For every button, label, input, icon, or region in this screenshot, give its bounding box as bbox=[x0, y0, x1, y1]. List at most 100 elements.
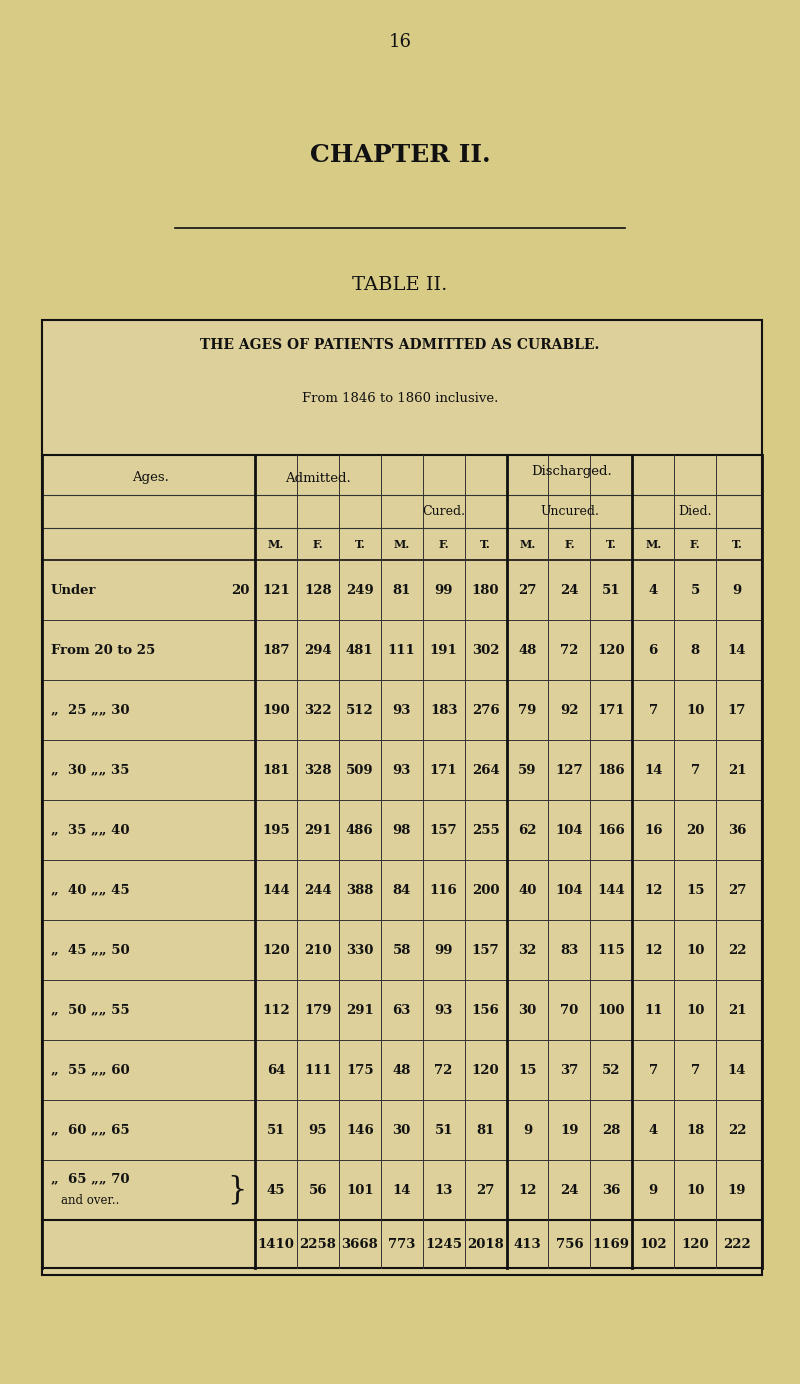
Text: 1410: 1410 bbox=[258, 1237, 294, 1251]
Text: 128: 128 bbox=[304, 584, 332, 597]
Text: 51: 51 bbox=[266, 1124, 286, 1136]
Text: 120: 120 bbox=[262, 944, 290, 956]
Text: 10: 10 bbox=[686, 1183, 704, 1197]
Text: 10: 10 bbox=[686, 944, 704, 956]
Text: 112: 112 bbox=[262, 1003, 290, 1016]
Text: 388: 388 bbox=[346, 883, 374, 897]
Text: 63: 63 bbox=[393, 1003, 411, 1016]
Text: 21: 21 bbox=[728, 1003, 746, 1016]
Text: From 20 to 25: From 20 to 25 bbox=[51, 644, 155, 656]
Text: 93: 93 bbox=[393, 703, 411, 717]
Text: 16: 16 bbox=[389, 33, 411, 51]
Text: 19: 19 bbox=[560, 1124, 578, 1136]
Text: 1169: 1169 bbox=[593, 1237, 630, 1251]
Text: 27: 27 bbox=[728, 883, 746, 897]
Text: 116: 116 bbox=[430, 883, 458, 897]
Text: 146: 146 bbox=[346, 1124, 374, 1136]
Text: 83: 83 bbox=[560, 944, 578, 956]
Text: 291: 291 bbox=[304, 823, 332, 836]
Text: }: } bbox=[227, 1175, 246, 1205]
Text: 9: 9 bbox=[649, 1183, 658, 1197]
Text: F.: F. bbox=[690, 538, 701, 549]
Text: From 1846 to 1860 inclusive.: From 1846 to 1860 inclusive. bbox=[302, 392, 498, 404]
Text: 12: 12 bbox=[644, 944, 662, 956]
Text: 17: 17 bbox=[728, 703, 746, 717]
Text: 21: 21 bbox=[728, 764, 746, 776]
Text: M.: M. bbox=[519, 538, 535, 549]
Text: 99: 99 bbox=[434, 584, 453, 597]
Text: 6: 6 bbox=[649, 644, 658, 656]
Text: 40: 40 bbox=[518, 883, 537, 897]
Text: 16: 16 bbox=[644, 823, 662, 836]
Text: 92: 92 bbox=[560, 703, 578, 717]
Text: 72: 72 bbox=[434, 1063, 453, 1077]
Text: 183: 183 bbox=[430, 703, 458, 717]
Text: 98: 98 bbox=[393, 823, 411, 836]
Text: 14: 14 bbox=[728, 644, 746, 656]
Text: 200: 200 bbox=[472, 883, 499, 897]
Text: 27: 27 bbox=[518, 584, 537, 597]
Text: 181: 181 bbox=[262, 764, 290, 776]
Text: 70: 70 bbox=[560, 1003, 578, 1016]
Text: 79: 79 bbox=[518, 703, 537, 717]
Text: 322: 322 bbox=[304, 703, 332, 717]
Text: „  30 „„ 35: „ 30 „„ 35 bbox=[51, 764, 130, 776]
Text: 210: 210 bbox=[304, 944, 332, 956]
Text: 120: 120 bbox=[598, 644, 625, 656]
Text: 5: 5 bbox=[690, 584, 700, 597]
Text: 773: 773 bbox=[388, 1237, 415, 1251]
Text: 48: 48 bbox=[518, 644, 537, 656]
Bar bbox=[42, 320, 762, 1275]
Text: and over..: and over.. bbox=[61, 1194, 119, 1207]
Text: 294: 294 bbox=[304, 644, 332, 656]
Text: 276: 276 bbox=[472, 703, 499, 717]
Text: Cured.: Cured. bbox=[422, 505, 465, 518]
Text: 14: 14 bbox=[393, 1183, 411, 1197]
Text: 30: 30 bbox=[518, 1003, 537, 1016]
Text: 264: 264 bbox=[472, 764, 499, 776]
Text: 4: 4 bbox=[649, 1124, 658, 1136]
Text: 22: 22 bbox=[728, 944, 746, 956]
Text: 1245: 1245 bbox=[425, 1237, 462, 1251]
Text: 32: 32 bbox=[518, 944, 537, 956]
Text: 127: 127 bbox=[555, 764, 583, 776]
Text: 20: 20 bbox=[686, 823, 704, 836]
Text: 413: 413 bbox=[514, 1237, 542, 1251]
Text: „  45 „„ 50: „ 45 „„ 50 bbox=[51, 944, 130, 956]
Text: „  60 „„ 65: „ 60 „„ 65 bbox=[51, 1124, 130, 1136]
Text: 3668: 3668 bbox=[342, 1237, 378, 1251]
Text: 37: 37 bbox=[560, 1063, 578, 1077]
Text: 28: 28 bbox=[602, 1124, 621, 1136]
Text: 15: 15 bbox=[518, 1063, 537, 1077]
Text: 244: 244 bbox=[304, 883, 332, 897]
Text: 756: 756 bbox=[555, 1237, 583, 1251]
Text: 24: 24 bbox=[560, 584, 578, 597]
Text: 11: 11 bbox=[644, 1003, 662, 1016]
Text: 84: 84 bbox=[393, 883, 411, 897]
Text: 14: 14 bbox=[728, 1063, 746, 1077]
Text: 95: 95 bbox=[309, 1124, 327, 1136]
Text: 36: 36 bbox=[728, 823, 746, 836]
Text: „  35 „„ 40: „ 35 „„ 40 bbox=[51, 823, 130, 836]
Text: T.: T. bbox=[606, 538, 617, 549]
Text: T.: T. bbox=[480, 538, 491, 549]
Text: 12: 12 bbox=[644, 883, 662, 897]
Text: 104: 104 bbox=[555, 883, 583, 897]
Text: 8: 8 bbox=[690, 644, 700, 656]
Text: 51: 51 bbox=[602, 584, 621, 597]
Text: 157: 157 bbox=[472, 944, 499, 956]
Text: 30: 30 bbox=[393, 1124, 411, 1136]
Text: 291: 291 bbox=[346, 1003, 374, 1016]
Text: 111: 111 bbox=[388, 644, 415, 656]
Text: 4: 4 bbox=[649, 584, 658, 597]
Text: 7: 7 bbox=[649, 1063, 658, 1077]
Text: 13: 13 bbox=[434, 1183, 453, 1197]
Text: 222: 222 bbox=[723, 1237, 751, 1251]
Text: Discharged.: Discharged. bbox=[531, 465, 612, 479]
Text: 186: 186 bbox=[598, 764, 625, 776]
Text: F.: F. bbox=[313, 538, 323, 549]
Text: 7: 7 bbox=[690, 764, 700, 776]
Text: 72: 72 bbox=[560, 644, 578, 656]
Text: 144: 144 bbox=[262, 883, 290, 897]
Text: Uncured.: Uncured. bbox=[540, 505, 599, 518]
